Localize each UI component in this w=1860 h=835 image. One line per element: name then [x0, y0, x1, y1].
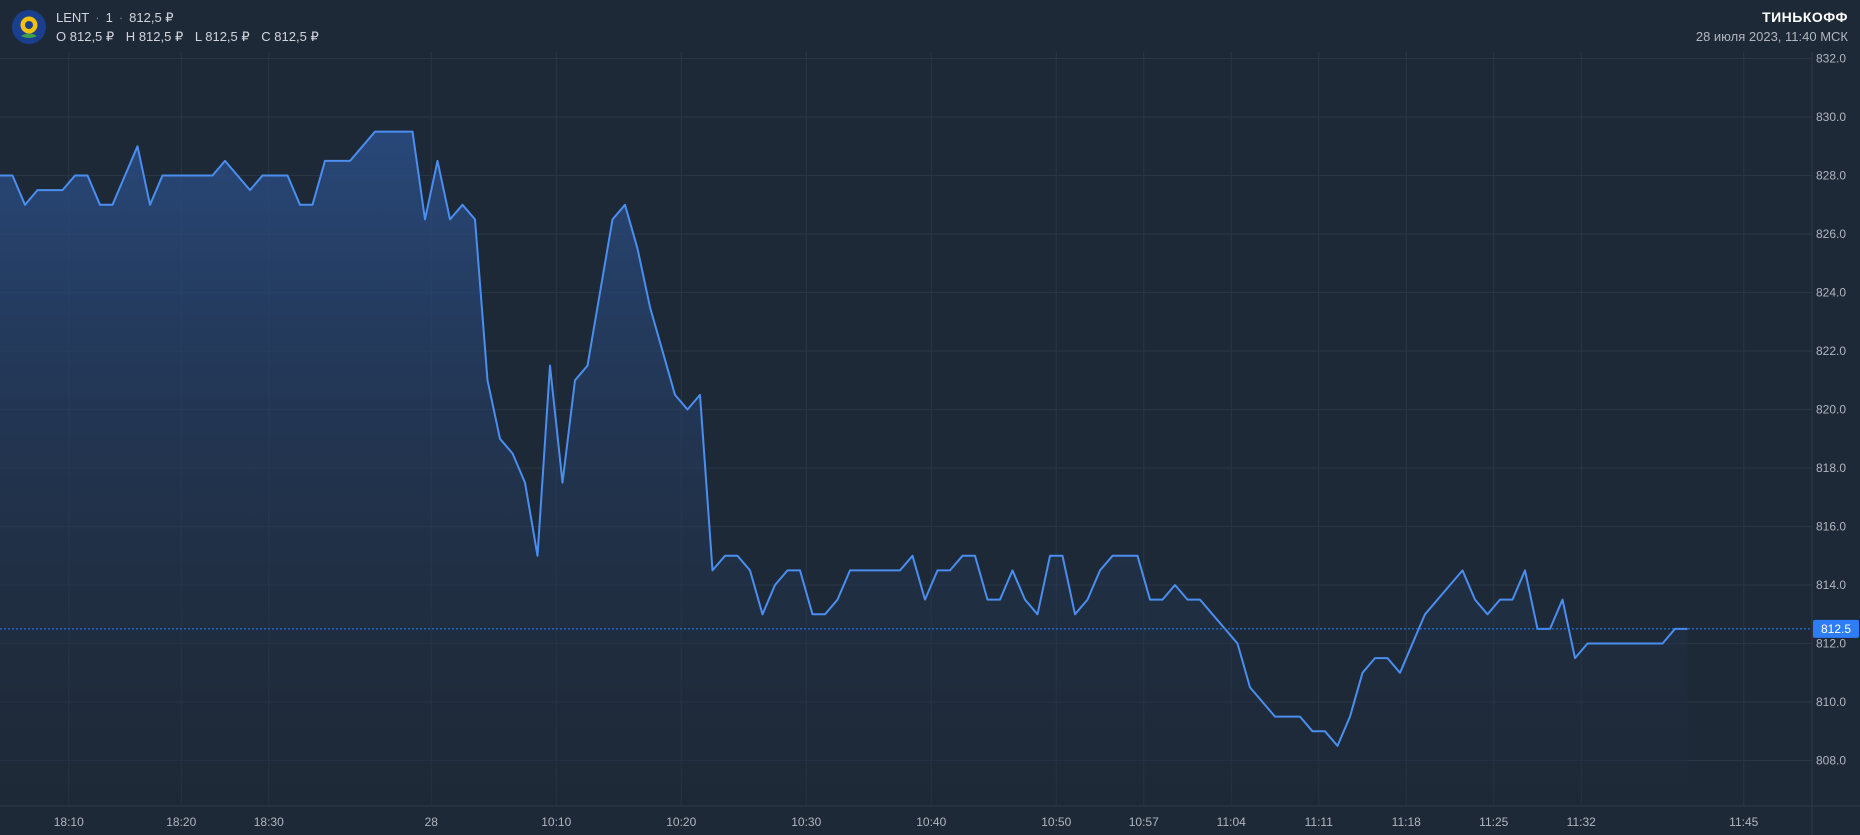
y-tick-label: 818.0: [1816, 461, 1846, 475]
x-tick-label: 11:11: [1305, 815, 1334, 829]
last-price-tag-bg: [1813, 619, 1859, 638]
y-tick-label: 812.0: [1816, 637, 1846, 651]
x-tick-label: 10:40: [916, 815, 946, 829]
x-tick-label: 10:30: [791, 815, 821, 829]
y-tick-label: 826.0: [1816, 227, 1846, 241]
axes[interactable]: 832.0 830.0 828.0 826.0 824.0 822.0 820.0 818.0…: [0, 52, 1860, 835]
y-tick-label: 822.0: [1816, 344, 1846, 358]
x-tick-label: 10:20: [666, 815, 696, 829]
y-tick-label: 832.0: [1816, 52, 1846, 66]
y-tick-label: 808.0: [1816, 754, 1846, 768]
y-tick-label: 820.0: [1816, 403, 1846, 417]
last-price-tag: 812.5: [1813, 619, 1859, 638]
x-tick-label: 11:32: [1567, 815, 1596, 829]
x-tick-label: 11:18: [1392, 815, 1421, 829]
y-tick-label: 824.0: [1816, 286, 1846, 300]
price-area: [0, 131, 1688, 807]
y-tick-label: 830.0: [1816, 110, 1846, 124]
last-price-tag-label: 812.5: [1821, 622, 1851, 636]
y-tick-label: 816.0: [1816, 520, 1846, 534]
y-tick-label: 828.0: [1816, 169, 1846, 183]
x-tick-label: 18:20: [166, 815, 196, 829]
x-tick-label: 18:10: [54, 815, 84, 829]
x-tick-label: 10:57: [1129, 815, 1159, 829]
x-tick-label: 18:30: [254, 815, 284, 829]
x-tick-label: 11:04: [1217, 815, 1246, 829]
x-tick-label: 28: [425, 815, 439, 829]
x-tick-label: 10:50: [1041, 815, 1071, 829]
price-line: [0, 130, 1688, 747]
x-tick-label: 11:45: [1729, 815, 1758, 829]
y-tick-label: 814.0: [1816, 578, 1846, 592]
y-tick-label: 810.0: [1816, 695, 1846, 709]
x-tick-label: 10:10: [541, 815, 571, 829]
x-tick-label: 11:25: [1479, 815, 1508, 829]
